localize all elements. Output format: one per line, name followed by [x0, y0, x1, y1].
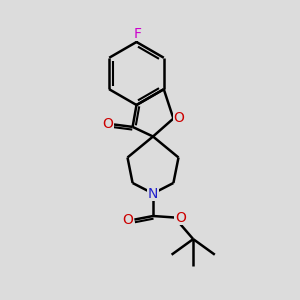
Text: O: O	[173, 111, 184, 125]
Text: N: N	[148, 187, 158, 200]
Text: O: O	[102, 118, 113, 131]
Text: F: F	[134, 27, 142, 40]
Text: O: O	[175, 211, 186, 224]
Text: O: O	[122, 213, 133, 226]
